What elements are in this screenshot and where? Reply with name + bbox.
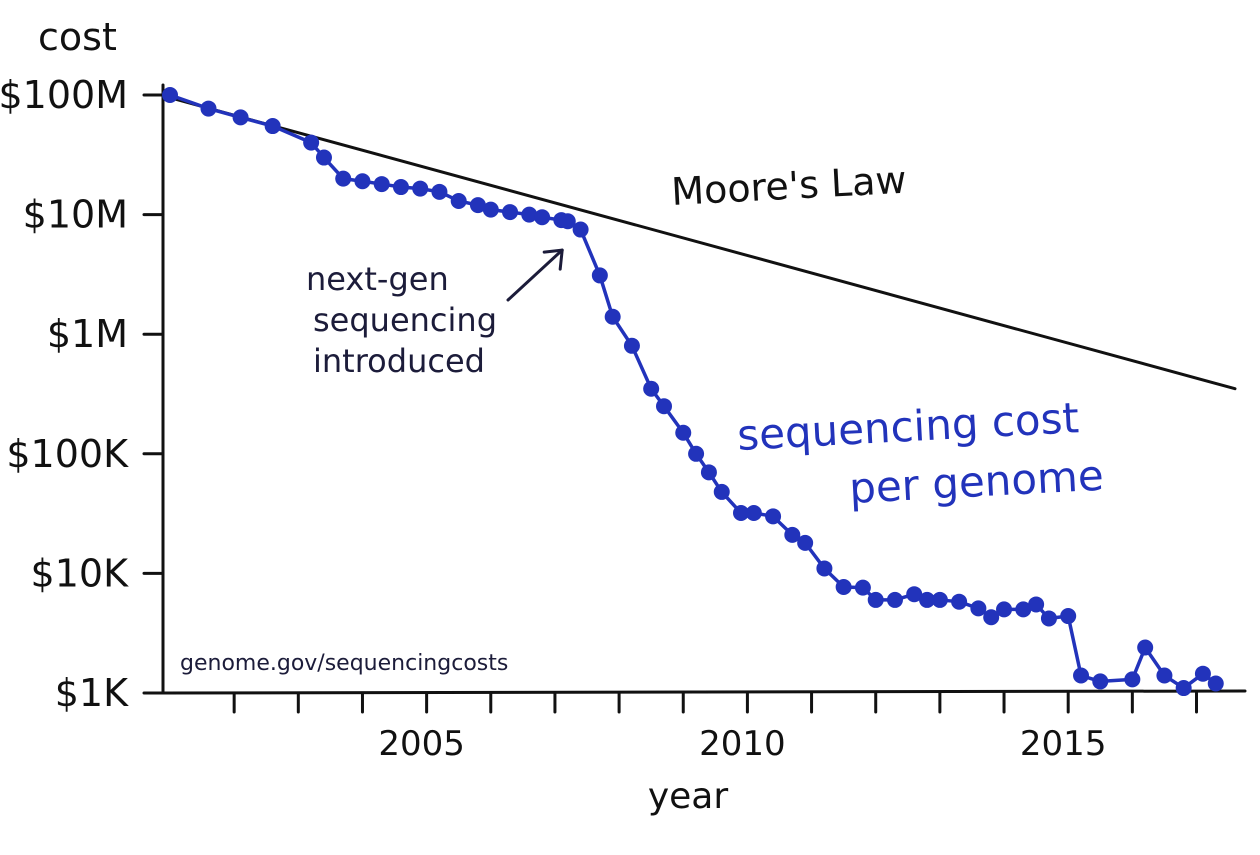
x-axis-line [161, 689, 1247, 695]
sequencing-cost-point [906, 586, 923, 603]
annotation-line-3: introduced [313, 342, 485, 380]
sequencing-cost-point [713, 483, 730, 500]
sequencing-cost-point [335, 170, 352, 187]
sequencing-cost-point [200, 100, 217, 117]
sequencing-cost-point [1156, 667, 1173, 684]
sequencing-cost-point [700, 464, 717, 481]
sequencing-cost-point [931, 591, 948, 608]
moore-law-layer [168, 96, 1237, 391]
axes: $100M $10M $1M $100K $10K $1K 2005 2010 2015 [0, 73, 1247, 764]
sequencing-cost-point [392, 179, 409, 196]
sequencing-cost-point [450, 192, 467, 209]
moores-law-label: Moore's Law [670, 158, 907, 214]
sequencing-cost-point [643, 380, 660, 397]
annotation-arrow-shaft [506, 248, 564, 302]
sequencing-cost-label-line1: sequencing cost [736, 393, 1080, 460]
y-tick-label: $1M [47, 312, 128, 356]
sequencing-cost-point [604, 308, 621, 325]
sequencing-cost-point [482, 201, 499, 218]
sequencing-cost-point [1137, 639, 1154, 656]
sequencing-cost-point [264, 118, 281, 135]
sequencing-cost-point [1040, 610, 1057, 627]
y-tick-label: $100M [0, 73, 128, 117]
sequencing-cost-point [835, 578, 852, 595]
sequencing-cost-point [572, 221, 589, 238]
sequencing-cost-point [816, 560, 833, 577]
sequencing-cost-point [867, 591, 884, 608]
x-tick-label: 2015 [1020, 724, 1107, 764]
sequencing-cost-point [784, 526, 801, 543]
sequencing-cost-point [765, 508, 782, 525]
sequencing-cost-point [919, 591, 936, 608]
y-tick-label: $10K [31, 551, 130, 595]
sequencing-cost-point [797, 534, 814, 551]
sequencing-cost-point [656, 398, 673, 415]
sequencing-cost-point [675, 424, 692, 441]
sequencing-cost-point [688, 445, 705, 462]
x-tick-label: 2005 [378, 724, 465, 764]
sequencing-cost-point [1015, 601, 1032, 618]
y-axis-title: cost [38, 15, 117, 59]
sequencing-cost-point [315, 149, 332, 166]
source-note: genome.gov/sequencingcosts [180, 651, 508, 676]
annotation-line-2: sequencing [313, 301, 497, 339]
sequencing-cost-point [559, 213, 576, 230]
y-tick-label: $10M [23, 193, 128, 237]
x-tick-label: 2010 [699, 724, 786, 764]
sequencing-cost-point [521, 206, 538, 223]
sequencing-cost-point [1207, 675, 1224, 692]
annotation-arrow-head [542, 248, 564, 271]
sequencing-cost-point [996, 601, 1013, 618]
x-axis-title: year [648, 776, 729, 817]
sequencing-cost-point [1060, 608, 1077, 625]
sequencing-cost-point [431, 183, 448, 200]
sequencing-cost-point [983, 609, 1000, 626]
sequencing-cost-point [623, 337, 640, 354]
sequencing-cost-point [1092, 673, 1109, 690]
y-tick-label: $1K [55, 671, 129, 715]
sequencing-cost-point [1028, 596, 1045, 613]
sequencing-cost-point [232, 109, 249, 126]
sequencing-cost-point [951, 593, 968, 610]
sequencing-cost-point [1124, 671, 1141, 688]
sequencing-cost-label-line2: per genome [848, 451, 1105, 513]
sequencing-cost-layer [162, 87, 1224, 697]
sequencing-cost-point [591, 267, 608, 284]
sequencing-cost-point [373, 176, 390, 193]
sequencing-cost-point [886, 591, 903, 608]
sequencing-cost-point [502, 204, 519, 221]
sequencing-cost-point [745, 504, 762, 521]
sequencing-cost-point [1073, 667, 1090, 684]
sequencing-cost-point [354, 173, 371, 190]
sequencing-cost-point [1175, 680, 1192, 697]
y-tick-label: $100K [6, 432, 129, 476]
sequencing-cost-point [534, 209, 551, 226]
annotation-line-1: next-gen [306, 260, 449, 298]
moores-law-line [168, 96, 1237, 391]
sequencing-cost-point [732, 504, 749, 521]
sequencing-cost-point [1194, 665, 1211, 682]
sequencing-cost-point [854, 579, 871, 596]
sequencing-cost-point [469, 197, 486, 214]
sequencing-cost-point [412, 180, 429, 197]
sequencing-cost-point [970, 600, 987, 617]
labels-layer: cost year Moore's Law sequencing cost pe… [38, 15, 1105, 817]
sequencing-cost-point [162, 87, 178, 103]
sequencing-cost-point [303, 134, 320, 151]
